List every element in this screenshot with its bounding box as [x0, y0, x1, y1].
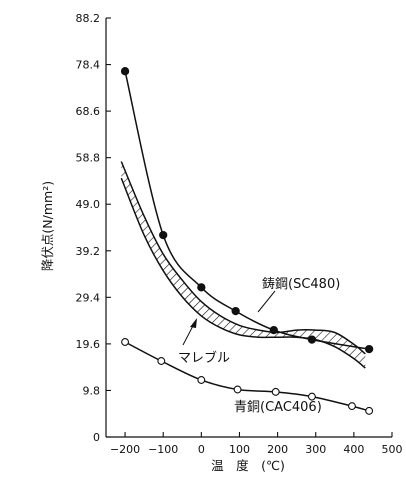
data-point-s1-2 [197, 376, 206, 384]
data-point-s0-2 [197, 283, 206, 292]
x-tick-label: 100 [229, 443, 250, 456]
y-axis-title: 降伏点(N/mm²) [40, 181, 55, 271]
y-tick-label: 9.8 [83, 384, 101, 397]
annotation-bronze: 青銅(CAC406) [234, 400, 322, 415]
data-point-s0-0 [120, 67, 130, 76]
y-tick-label: 0 [93, 431, 100, 444]
data-point-s1-6 [348, 402, 356, 411]
annotation-malleable: マレブル [178, 350, 230, 366]
x-tick-label: 400 [343, 443, 364, 456]
data-point-s1-7 [365, 406, 374, 415]
x-tick-label: 200 [267, 443, 288, 456]
y-tick-label: 58.8 [76, 152, 101, 165]
annotation-malleable-arrowhead [190, 318, 197, 328]
y-ticks: 0 9.8 19.6 29.4 39.2 49.0 58.8 68.6 78.4 88.2 [76, 12, 111, 444]
data-point-s1-0 [121, 338, 130, 346]
x-tick-label: −100 [148, 443, 178, 456]
y-tick-label: 78.4 [76, 59, 101, 72]
data-point-s1-4 [271, 387, 280, 396]
x-axis-title: 温 度 (℃) [211, 458, 285, 473]
y-tick-label: 39.2 [76, 245, 101, 258]
data-point-s0-4 [269, 325, 278, 335]
malleable-band-fill [121, 161, 366, 369]
y-tick-label: 68.6 [76, 105, 101, 118]
data-point-s1-3 [233, 385, 242, 394]
malleable-band [120, 161, 366, 369]
x-tick-label: 500 [382, 443, 403, 456]
y-tick-label: 49.0 [76, 198, 101, 211]
data-point-s1-1 [157, 357, 166, 365]
data-point-s0-1 [159, 230, 168, 240]
malleable-band-lower [120, 177, 366, 369]
y-tick-label: 29.4 [76, 291, 101, 304]
data-point-s0-3 [231, 306, 240, 316]
data-point-s0-5 [307, 335, 317, 344]
annotation-cast-steel-leader [257, 290, 276, 313]
x-tick-label: −200 [110, 443, 140, 456]
malleable-band-upper [120, 161, 366, 355]
data-point-s0-6 [364, 344, 374, 354]
x-ticks: −200 −100 0 100 200 300 400 500 [110, 432, 403, 456]
plot-area: 0 9.8 19.6 29.4 39.2 49.0 58.8 68.6 78.4 88.2 −20… [76, 12, 403, 456]
data-point-s1-5 [307, 392, 316, 401]
x-tick-label: 300 [305, 443, 326, 456]
annotation-cast-steel: 鋳鋼(SC480) [262, 276, 340, 292]
series-line-0 [124, 71, 370, 350]
x-tick-label: 0 [198, 443, 205, 456]
series-markers [120, 67, 374, 415]
y-tick-label: 88.2 [76, 12, 101, 25]
y-tick-label: 19.6 [76, 338, 101, 351]
